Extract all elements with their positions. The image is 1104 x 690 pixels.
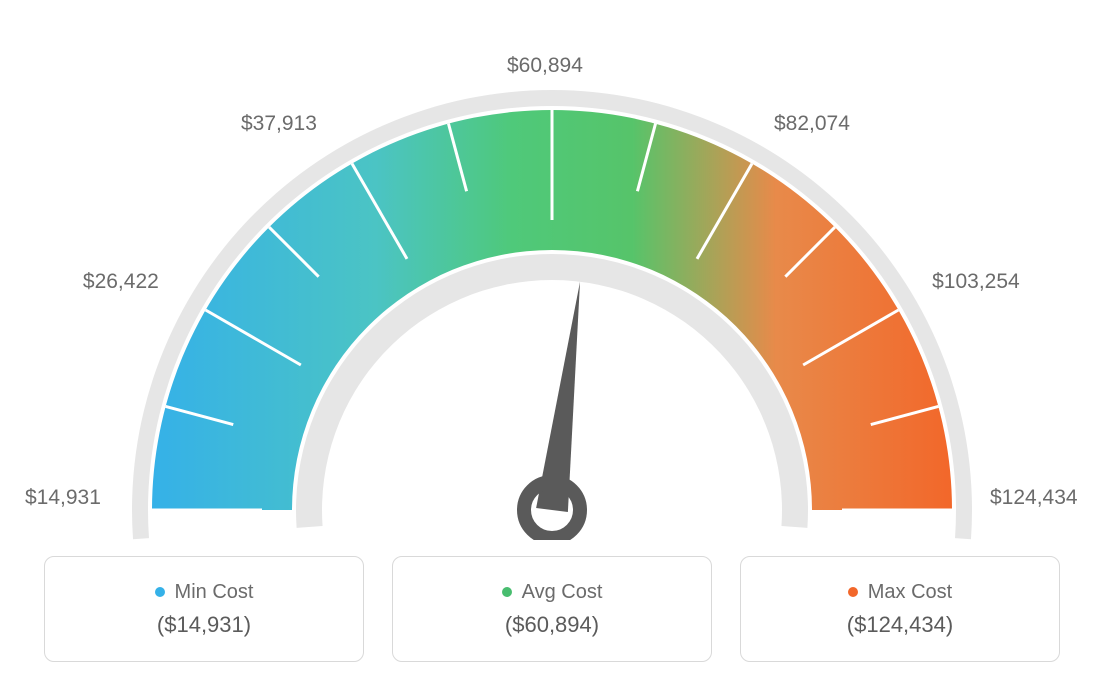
avg-cost-dot-icon — [502, 587, 512, 597]
max-cost-dot-icon — [848, 587, 858, 597]
min-cost-label: Min Cost — [175, 581, 254, 604]
avg-cost-title-row: Avg Cost — [502, 581, 603, 604]
avg-cost-value: ($60,894) — [505, 612, 599, 638]
gauge-tick-label: $103,254 — [932, 270, 1020, 294]
max-cost-title-row: Max Cost — [848, 581, 952, 604]
max-cost-value: ($124,434) — [847, 612, 953, 638]
min-cost-title-row: Min Cost — [155, 581, 254, 604]
gauge-tick-label: $82,074 — [774, 112, 850, 136]
gauge-tick-label: $60,894 — [507, 54, 583, 78]
gauge-tick-label: $37,913 — [241, 112, 317, 136]
avg-cost-card: Avg Cost ($60,894) — [392, 556, 712, 662]
gauge-svg — [102, 40, 1002, 540]
gauge-tick-label: $124,434 — [990, 486, 1078, 510]
gauge-tick-label: $26,422 — [83, 270, 159, 294]
gauge-tick-label: $14,931 — [25, 486, 101, 510]
min-cost-card: Min Cost ($14,931) — [44, 556, 364, 662]
min-cost-dot-icon — [155, 587, 165, 597]
gauge-chart: $14,931$26,422$37,913$60,894$82,074$103,… — [102, 40, 1002, 540]
max-cost-card: Max Cost ($124,434) — [740, 556, 1060, 662]
min-cost-value: ($14,931) — [157, 612, 251, 638]
avg-cost-label: Avg Cost — [522, 581, 603, 604]
summary-cards: Min Cost ($14,931) Avg Cost ($60,894) Ma… — [44, 556, 1060, 662]
max-cost-label: Max Cost — [868, 581, 952, 604]
